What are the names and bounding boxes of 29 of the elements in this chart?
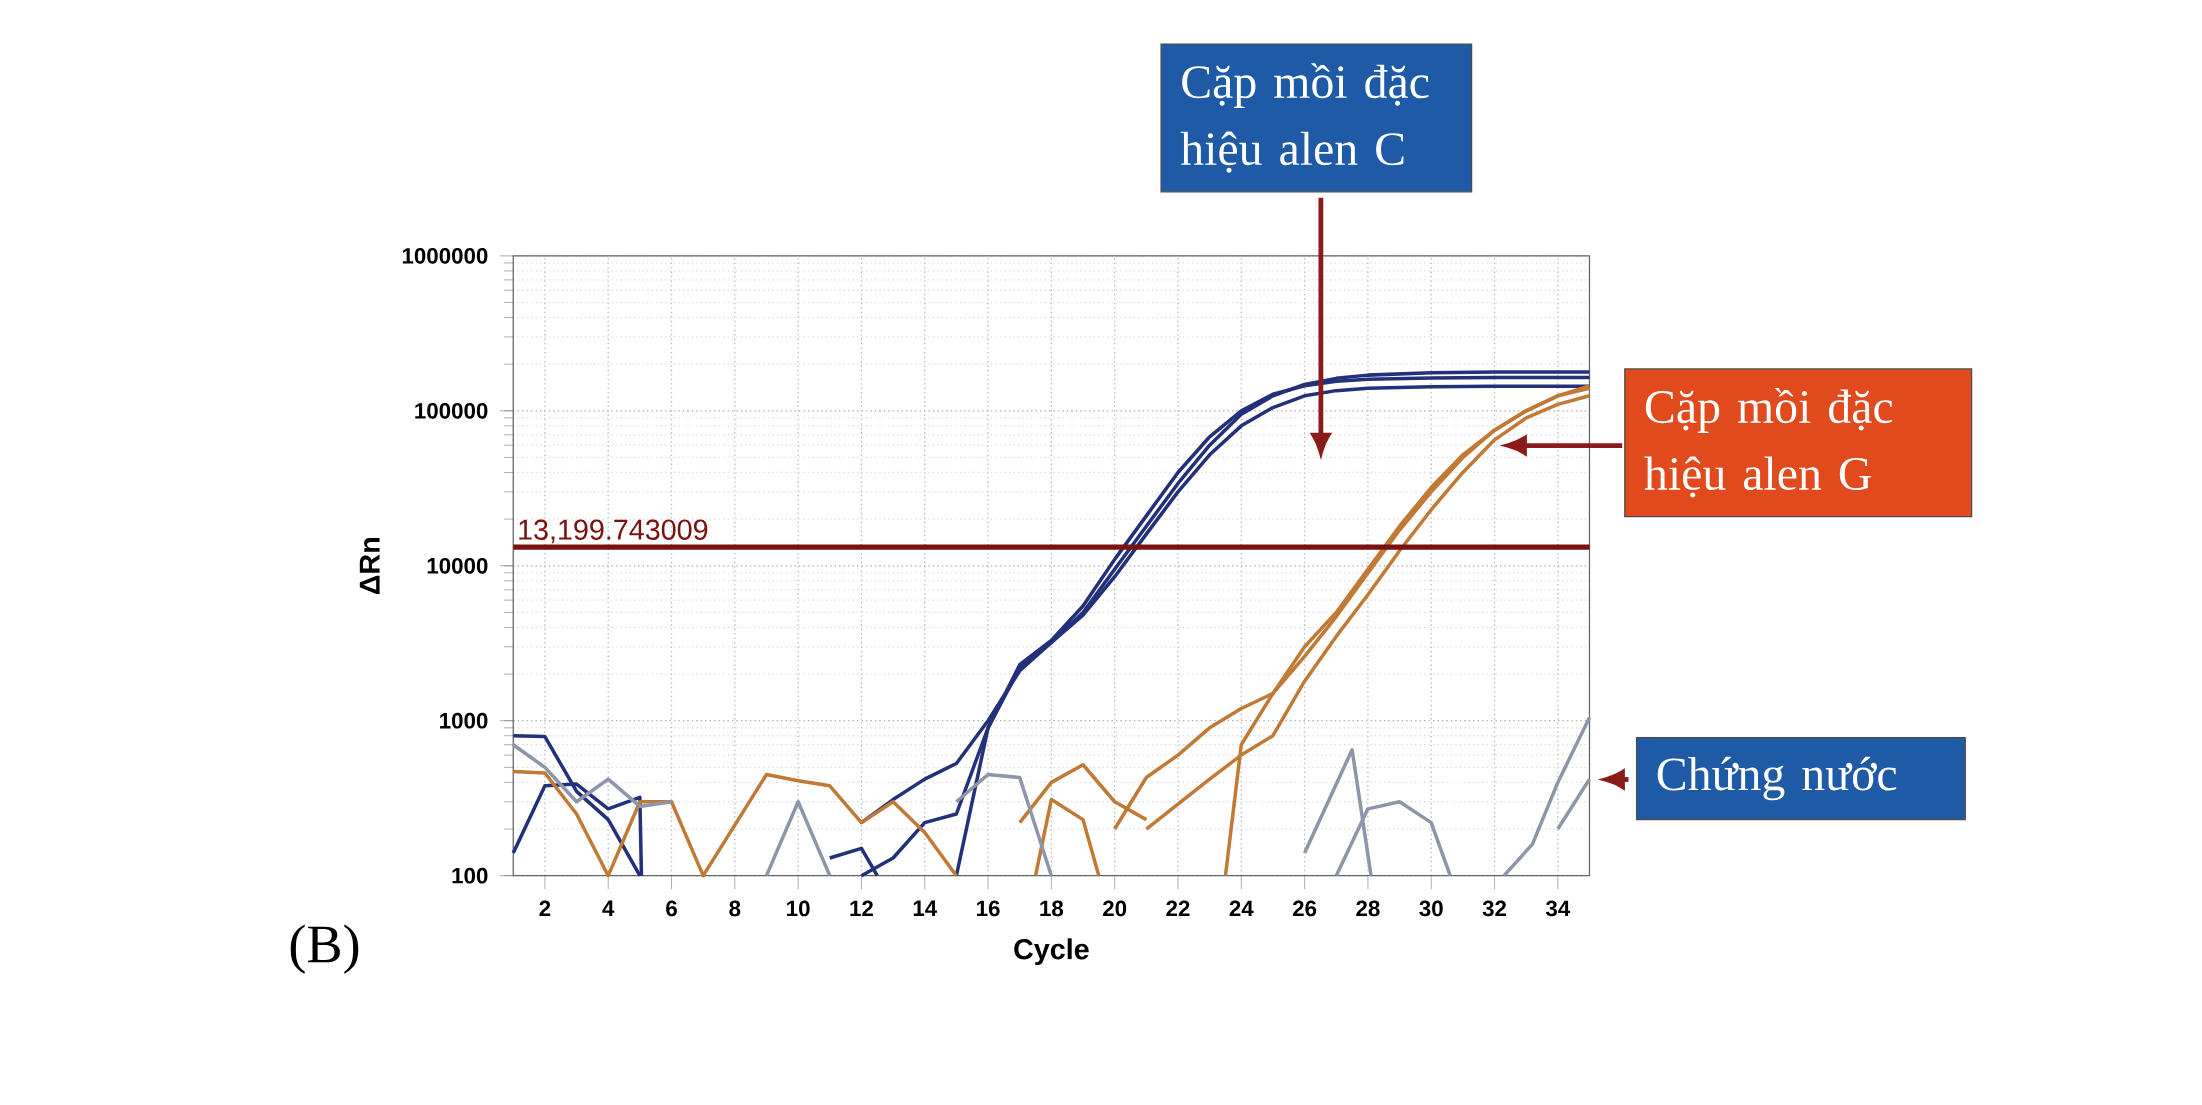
text: Cặp mồi đặc hiệu alen G [1644, 387, 1893, 498]
y-axis-title: ΔRn [359, 537, 380, 594]
x-tick-label: 20 [1103, 900, 1127, 917]
x-axis-title: Cycle [1014, 938, 1089, 965]
x-tick-label: 22 [1166, 900, 1190, 916]
x-tick-label: 2 [539, 900, 551, 916]
text: Cặp mồi đặc hiệu alen C [1180, 63, 1429, 173]
y-tick-label: 100000 [415, 402, 488, 419]
ref-line-label: 13,199.743009 [519, 519, 708, 544]
y-tick-label: 1000 [440, 712, 488, 729]
x-tick-label: 16 [977, 900, 1000, 917]
x-tick-label: 30 [1419, 900, 1443, 917]
text: Chứng nước [1657, 756, 1897, 801]
y-tick-label: 100 [452, 867, 488, 884]
y-tick-label: 1000000 [402, 247, 488, 264]
x-tick-label: 12 [850, 900, 873, 916]
x-tick-label: 26 [1292, 900, 1317, 917]
x-tick-label: 10 [787, 900, 810, 917]
x-tick-label: 28 [1356, 900, 1380, 917]
y-tick-label: 10000 [427, 557, 488, 574]
text: (B) [290, 924, 359, 974]
x-tick-label: 34 [1545, 900, 1571, 917]
x-tick-label: 24 [1229, 900, 1254, 916]
x-tick-label: 8 [729, 900, 741, 917]
x-tick-label: 32 [1482, 900, 1507, 917]
x-tick-label: 6 [666, 900, 677, 917]
x-tick-label: 18 [1040, 900, 1064, 917]
x-tick-label: 4 [602, 900, 615, 916]
x-tick-label: 14 [913, 900, 938, 916]
